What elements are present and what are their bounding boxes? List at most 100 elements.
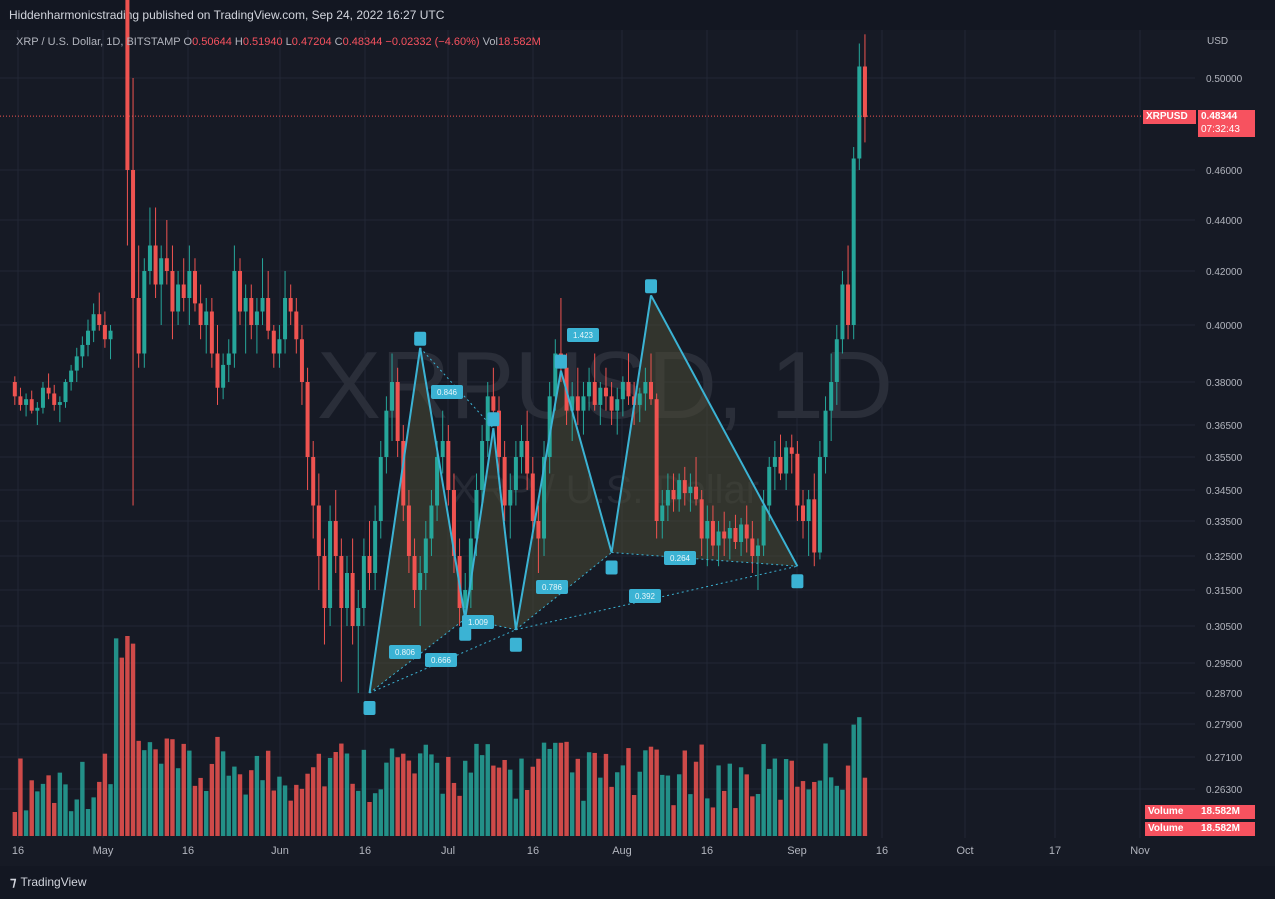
volume-bar <box>834 785 839 836</box>
harmonic-point-marker <box>363 701 376 715</box>
volume-bar <box>558 742 564 836</box>
candle-body <box>283 298 288 340</box>
candle-body <box>232 271 237 354</box>
ratio-label-box <box>425 653 457 667</box>
volume-bar <box>147 742 153 836</box>
candle-body <box>542 457 547 539</box>
candle-body <box>46 387 51 394</box>
ratio-label-text: 0.846 <box>437 388 458 397</box>
volume-bar <box>598 777 603 836</box>
volume-bar <box>710 807 716 836</box>
candle-body <box>238 271 243 312</box>
candle-body <box>164 258 169 271</box>
volume-bar <box>232 766 237 836</box>
y-axis-tick-label: 0.35500 <box>1206 453 1243 464</box>
volume-bar <box>164 738 170 836</box>
candle-body <box>851 158 856 325</box>
y-axis-tick-label: 0.44000 <box>1206 216 1243 227</box>
volume-tag-value-1: 18.582M <box>1198 805 1255 819</box>
y-axis-tick-label: 0.42000 <box>1206 267 1243 278</box>
volume-bar <box>254 755 260 836</box>
candle-body <box>198 303 203 325</box>
candle-body <box>249 298 254 325</box>
high-value: 0.51940 <box>242 36 283 48</box>
candle-body <box>367 556 372 573</box>
volume-bar <box>136 740 141 836</box>
volume-bar <box>626 748 631 836</box>
candle-body <box>328 521 333 608</box>
volume-bar <box>339 743 344 836</box>
volume-bar <box>406 760 412 836</box>
volume-bar <box>524 790 530 836</box>
candle-body <box>12 382 17 397</box>
candle-body <box>637 393 642 405</box>
watermark-main: XRPUSD, 1D <box>317 332 893 439</box>
volume-bar <box>102 753 108 836</box>
volume-bar <box>423 744 429 836</box>
tradingview-logo[interactable]: ⁊ TradingView <box>10 874 87 890</box>
change-value: −0.02332 (−4.60%) <box>385 36 480 48</box>
volume-bar <box>682 750 687 836</box>
volume-bar <box>727 763 733 836</box>
volume-bar <box>288 800 293 836</box>
volume-bar <box>429 754 434 836</box>
candle-body <box>322 556 327 608</box>
harmonic-dotted-line <box>419 347 494 429</box>
candle-body <box>86 330 91 345</box>
volume-bar <box>378 789 383 836</box>
volume-bar <box>85 809 91 836</box>
candle-body <box>91 314 96 331</box>
volume-bar <box>299 788 305 836</box>
candle-body <box>395 382 400 441</box>
ratio-label-box <box>431 385 463 399</box>
volume-bar <box>564 741 569 836</box>
volume-bar <box>170 739 175 836</box>
volume-bar <box>175 768 181 836</box>
volume-bar <box>496 767 502 836</box>
candle-body <box>744 524 749 539</box>
candle-body <box>846 284 851 325</box>
volume-bar <box>553 742 558 836</box>
volume-bar <box>603 753 609 836</box>
candle-body <box>361 556 366 608</box>
volume-bar <box>676 774 682 836</box>
candle-body <box>254 311 259 325</box>
x-axis-tick-label: 16 <box>876 845 888 857</box>
candle-body <box>24 399 29 405</box>
volume-bar <box>204 790 209 836</box>
candle-body <box>761 505 766 546</box>
candle-body <box>97 314 102 325</box>
candle-body <box>474 490 479 539</box>
ratio-label-box <box>462 615 494 629</box>
volume-bar <box>35 791 40 836</box>
y-axis-tick-label: 0.34500 <box>1206 486 1243 497</box>
candle-body <box>812 499 817 553</box>
candle-body <box>333 521 338 556</box>
volume-bar <box>130 643 136 836</box>
volume-bar <box>581 800 586 836</box>
volume-bar <box>479 755 485 836</box>
volume-bar <box>344 753 350 836</box>
volume-bar <box>772 758 778 836</box>
candle-body <box>243 298 248 312</box>
volume-bar <box>249 770 254 836</box>
volume-bar <box>671 805 676 836</box>
volume-bar <box>643 750 648 836</box>
open-label: O <box>183 36 193 48</box>
harmonic-leg-line <box>610 295 652 553</box>
candle-body <box>525 441 530 474</box>
y-axis-tick-label: 0.46000 <box>1206 166 1243 177</box>
low-label: L <box>285 36 292 48</box>
volume-bar <box>812 781 817 836</box>
volume-bar <box>80 761 85 836</box>
candle-body <box>491 396 496 411</box>
candle-body <box>294 311 299 340</box>
volume-bar <box>74 799 79 836</box>
ratio-label-text: 0.806 <box>395 648 416 657</box>
ratio-label-text: 0.264 <box>670 554 691 563</box>
y-axis-tick-label: 0.27900 <box>1206 720 1243 731</box>
x-axis-tick-label: Oct <box>956 845 973 857</box>
ratio-label-text: 1.423 <box>573 331 594 340</box>
volume-bar <box>187 750 192 836</box>
